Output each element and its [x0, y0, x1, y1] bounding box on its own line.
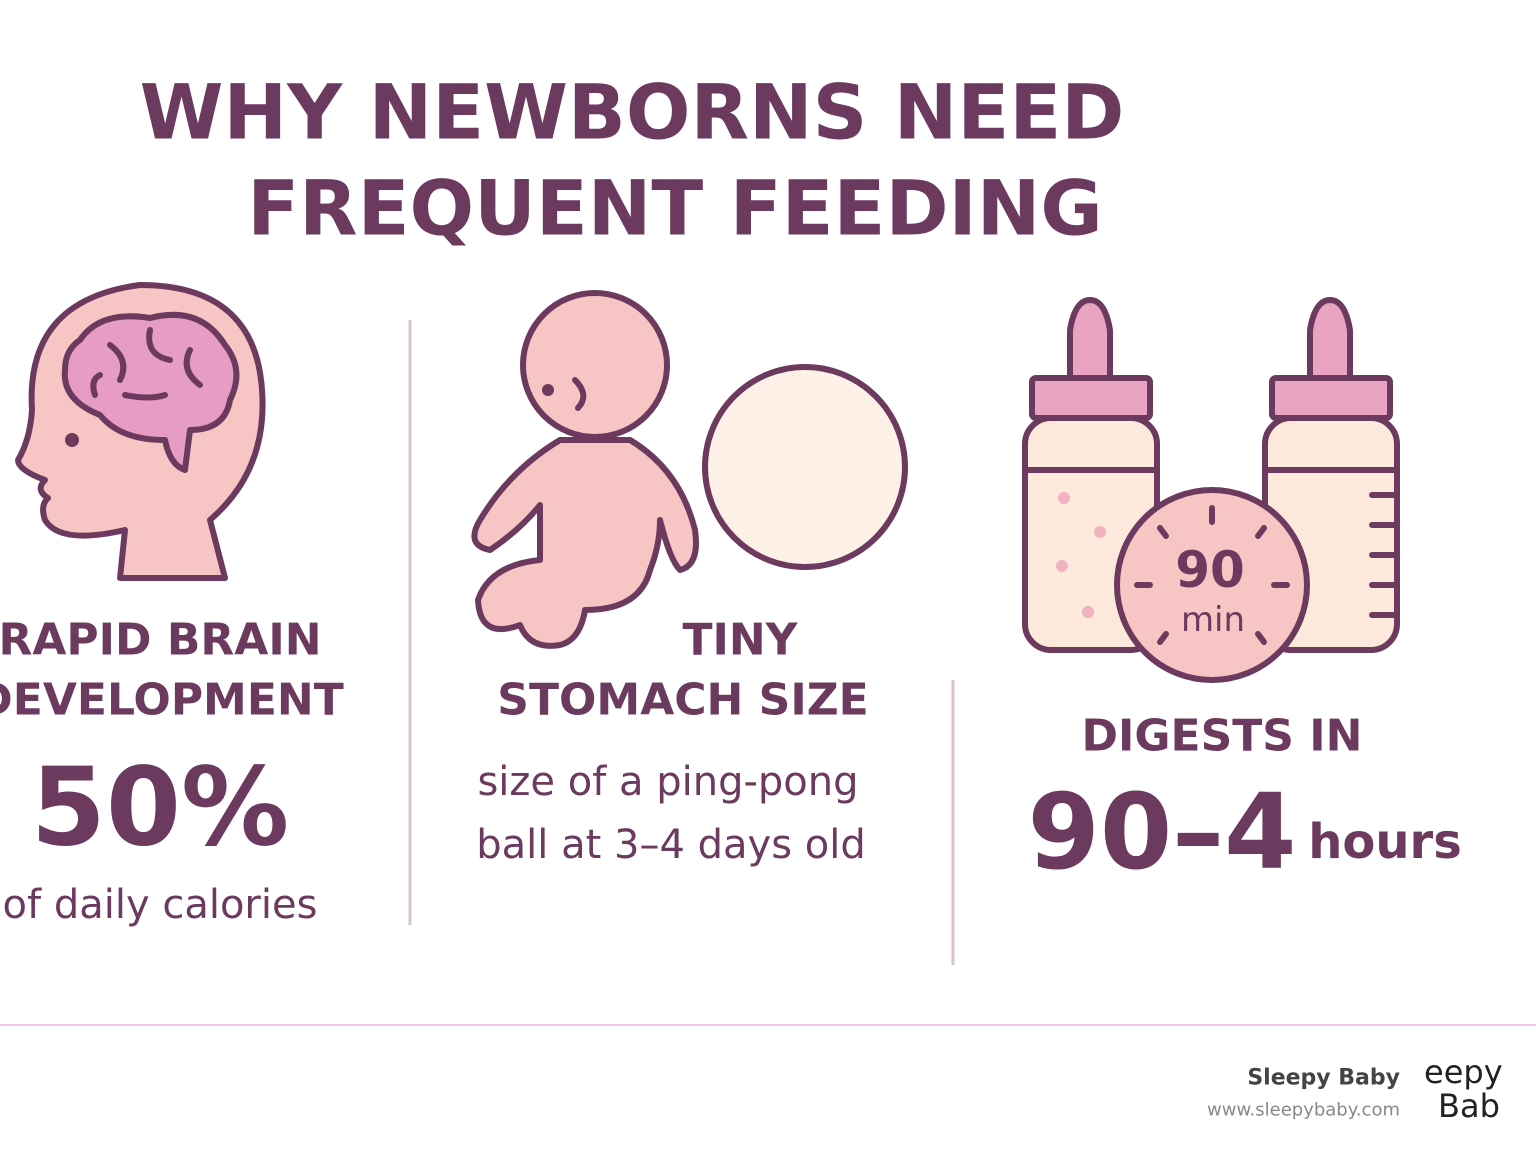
baby-icon	[471, 290, 699, 649]
head-icon	[15, 282, 266, 581]
panel-caption: of daily calories	[3, 882, 318, 928]
panel-heading: DEVELOPMENT	[0, 675, 344, 726]
panel-unit: hours	[1308, 814, 1462, 870]
footer-brand: Sleepy Baby	[1247, 1066, 1400, 1091]
panel-heading: RAPID BRAIN	[0, 615, 322, 666]
panel-heading: DIGESTS IN	[1082, 711, 1363, 762]
panel-heading: TINY	[682, 615, 798, 666]
title: WHY NEWBORNS NEED	[140, 68, 1125, 157]
badge-number: 90	[1175, 541, 1245, 599]
logo-text: Bab	[1438, 1087, 1500, 1125]
panel-caption: size of a ping-pong	[477, 759, 858, 805]
footer-url: www.sleepybaby.com	[1207, 1100, 1400, 1121]
panel-caption: ball at 3–4 days old	[476, 822, 865, 868]
panel-stat: 50%	[31, 746, 290, 871]
title: FREQUENT FEEDING	[247, 164, 1103, 253]
bottle-icon	[1022, 297, 1400, 683]
ping-pong-ball	[702, 364, 908, 570]
panel-stat: 90–4	[1027, 771, 1296, 893]
logo-text: eepy	[1424, 1053, 1503, 1091]
panel-heading: STOMACH SIZE	[497, 675, 868, 726]
badge-unit: min	[1181, 600, 1245, 640]
